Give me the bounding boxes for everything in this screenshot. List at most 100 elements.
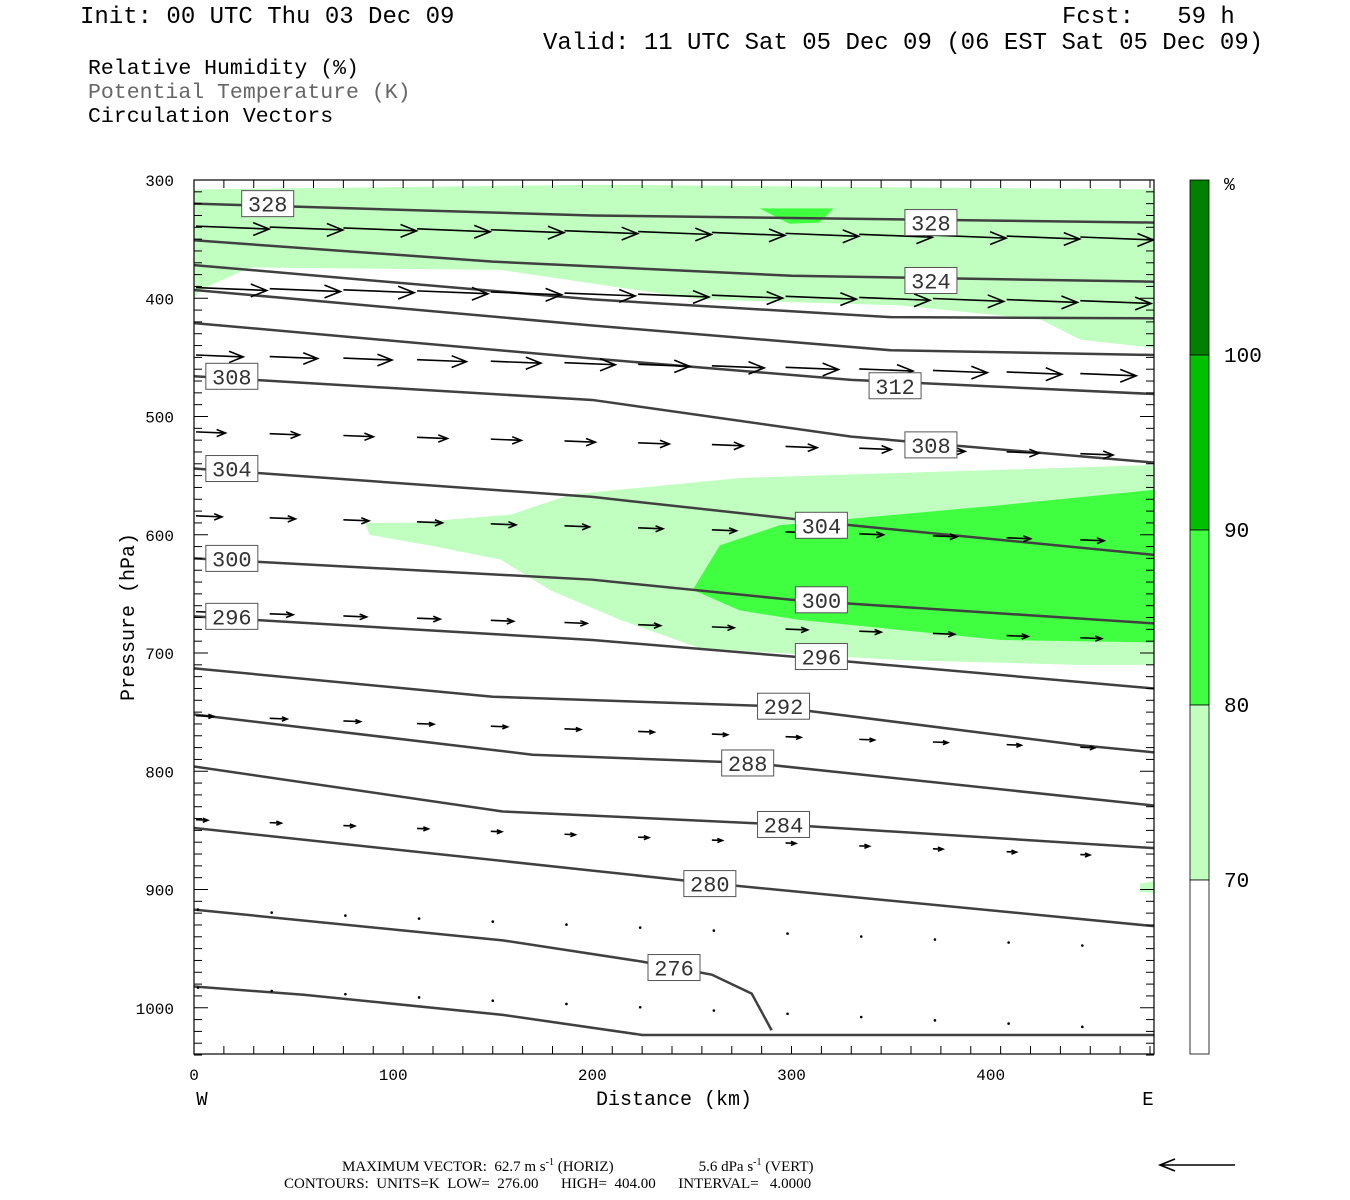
contour-label: 312: [875, 376, 915, 401]
circulation-vector: [564, 831, 578, 838]
circulation-vector: [195, 350, 246, 364]
circulation-vector: [932, 846, 946, 852]
circulation-vector: [417, 434, 450, 443]
circulation-vector: [1006, 633, 1031, 640]
vector-dot: [196, 908, 200, 911]
circulation-vector: [638, 729, 657, 735]
contour-label-box: [205, 362, 259, 390]
max-vector-label: MAXIMUM VECTOR:: [342, 1159, 487, 1175]
contour-label-box: [241, 190, 295, 218]
circulation-vector: [343, 718, 363, 725]
vector-dot: [344, 992, 347, 996]
legend-rh: Relative Humidity (%): [88, 57, 359, 81]
circulation-vector: [638, 227, 714, 242]
circulation-vector: [1006, 849, 1019, 855]
circulation-vector: [269, 515, 298, 523]
rh-region-rh70: [1140, 881, 1154, 894]
x-tick-label: 100: [379, 1067, 408, 1085]
circulation-vector: [711, 360, 767, 375]
circulation-vector: [564, 726, 583, 733]
circulation-vector: [417, 519, 445, 527]
y-tick-label: 500: [145, 410, 174, 428]
theta-contour-296: [194, 615, 1154, 690]
circulation-vector: [195, 817, 210, 823]
y-tick-label: 600: [145, 528, 174, 546]
circulation-vector: [1080, 635, 1104, 642]
theta-contour-316: [194, 288, 1154, 357]
plot-frame: [193, 179, 1155, 1055]
circulation-vector: [417, 354, 469, 369]
theta-contour-300: [194, 557, 1154, 625]
circulation-vector: [638, 834, 652, 841]
y-axis-title: Pressure (hPa): [118, 533, 141, 701]
vector-dot: [859, 935, 863, 938]
circulation-vector: [343, 432, 376, 442]
theta-contour-284: [194, 765, 1154, 850]
vector-dot: [1007, 1022, 1010, 1025]
colorbar-label: 80: [1224, 696, 1249, 719]
circulation-vector: [638, 622, 663, 630]
x-tick-label: 300: [777, 1067, 806, 1085]
circulation-vector: [1080, 745, 1097, 751]
circulation-vector: [859, 444, 894, 455]
circulation-vector: [638, 525, 666, 533]
circulation-vector: [564, 437, 598, 447]
west-label: W: [196, 1089, 208, 1111]
theta-contour-312: [194, 321, 1154, 396]
contour-label: 276: [654, 958, 694, 983]
circulation-vector: [859, 843, 872, 850]
circulation-vector: [490, 287, 564, 302]
vector-dot: [1081, 1025, 1084, 1029]
theta-contour-328: [194, 202, 1154, 224]
circulation-vector: [1080, 450, 1116, 460]
y-tick-label: 900: [145, 883, 174, 901]
vector-dot: [638, 1005, 642, 1009]
circulation-vector: [195, 428, 228, 438]
x-axis-title: Distance (km): [596, 1089, 752, 1112]
contour-label-box: [794, 511, 848, 539]
vector-dot: [270, 911, 273, 914]
east-label: E: [1142, 1089, 1153, 1111]
circulation-vector: [417, 615, 443, 623]
colorbar-segment: [1189, 704, 1210, 881]
rh-region-rh70: [194, 184, 1154, 348]
x-tick-label: 0: [189, 1067, 199, 1085]
y-tick-label: 800: [145, 764, 174, 782]
contour-label-box: [205, 602, 259, 630]
contour-label-box: [205, 455, 259, 483]
horiz-suffix: (HORIZ): [557, 1159, 614, 1175]
circulation-vector: [195, 221, 272, 237]
circulation-vector: [343, 823, 357, 829]
circulation-vector: [1080, 537, 1107, 545]
vector-dot: [933, 938, 937, 941]
theta-contour-324: [194, 239, 1154, 283]
circulation-vector: [711, 731, 730, 738]
colorbar-segment: [1189, 354, 1210, 531]
circulation-vector: [417, 721, 437, 728]
circulation-vector: [195, 713, 216, 720]
circulation-vector: [195, 513, 225, 521]
circulation-vector: [711, 527, 739, 535]
contour-label-box: [683, 870, 737, 898]
vector-dot: [565, 923, 568, 926]
circulation-vector: [490, 829, 505, 835]
vector-dot: [417, 996, 421, 999]
circulation-vector: [932, 365, 990, 380]
circulation-vector: [859, 293, 933, 308]
exp: -1: [545, 1157, 554, 1168]
circulation-vector: [638, 359, 692, 374]
circulation-vector: [490, 225, 567, 240]
circulation-vector: [490, 356, 544, 370]
circulation-vector: [564, 357, 618, 372]
contour-label-box: [647, 954, 701, 982]
circulation-vector: [1006, 742, 1024, 748]
init-time: Init: 00 UTC Thu 03 Dec 09: [80, 4, 455, 31]
colorbar-label: 100: [1224, 346, 1262, 369]
plot-area: 328 328 324 312 308 308 304 304 300 300 296 296 292 2…: [194, 184, 1154, 1037]
circulation-vector: [859, 737, 877, 743]
vector-dot: [417, 917, 421, 920]
vector-dot: [491, 920, 495, 923]
max-vector-text: MAXIMUM VECTOR: 62.7 m s-1 (HORIZ) 5.6 dP…: [342, 1157, 814, 1176]
legend-vectors: Circulation Vectors: [88, 105, 334, 129]
circulation-vector: [1006, 231, 1082, 247]
